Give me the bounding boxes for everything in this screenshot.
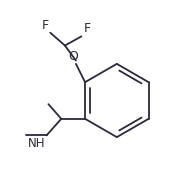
Text: NH: NH — [28, 137, 46, 150]
Text: O: O — [68, 50, 78, 63]
Text: F: F — [41, 19, 48, 32]
Text: F: F — [83, 22, 90, 36]
